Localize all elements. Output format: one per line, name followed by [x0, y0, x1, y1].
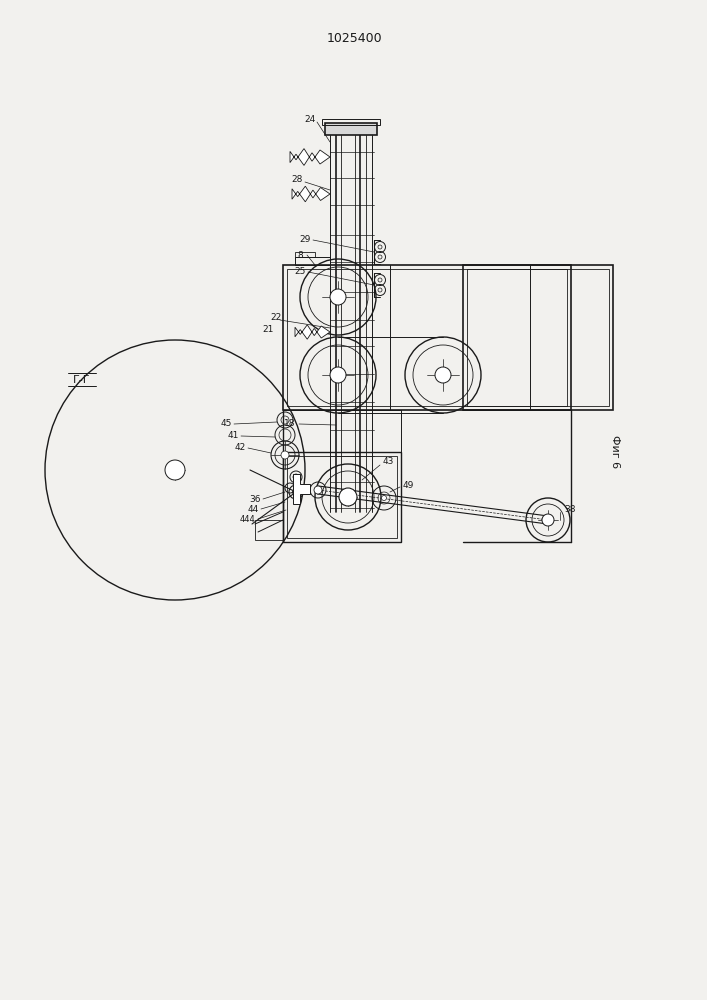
Text: 22: 22: [270, 314, 281, 322]
Text: 43: 43: [382, 458, 394, 466]
Text: 8: 8: [297, 250, 303, 259]
Polygon shape: [295, 325, 330, 339]
Text: 41: 41: [228, 430, 239, 440]
Circle shape: [293, 488, 300, 495]
Bar: [287, 456, 397, 538]
Circle shape: [314, 486, 322, 494]
Circle shape: [339, 488, 357, 506]
Text: 49: 49: [402, 481, 414, 489]
Circle shape: [382, 495, 387, 500]
Bar: [463, 265, 613, 410]
Circle shape: [330, 367, 346, 383]
Text: 45: 45: [221, 418, 232, 428]
Text: 18: 18: [284, 420, 296, 428]
Bar: [295, 257, 330, 265]
Text: 1025400: 1025400: [326, 31, 382, 44]
Circle shape: [281, 451, 289, 459]
Text: Г-Г: Г-Г: [74, 375, 90, 385]
Text: Фиг 6: Фиг 6: [610, 435, 620, 469]
Circle shape: [435, 367, 451, 383]
Bar: [467, 269, 609, 406]
Polygon shape: [292, 186, 330, 202]
Bar: [322, 119, 380, 125]
Text: 42: 42: [235, 442, 245, 452]
Bar: [287, 269, 567, 406]
Circle shape: [293, 474, 299, 480]
Bar: [295, 252, 315, 257]
Polygon shape: [290, 149, 330, 165]
Text: 28: 28: [291, 176, 303, 184]
Bar: [283, 265, 571, 410]
Text: 44: 44: [247, 506, 259, 514]
Circle shape: [542, 514, 554, 526]
Text: 36: 36: [250, 495, 261, 504]
Bar: [325, 123, 377, 135]
Text: 38: 38: [564, 506, 575, 514]
Bar: [283, 452, 401, 542]
Text: 24: 24: [305, 115, 315, 124]
Text: 25: 25: [294, 267, 305, 276]
Circle shape: [330, 289, 346, 305]
Text: 29: 29: [299, 235, 310, 244]
Text: 444: 444: [240, 516, 256, 524]
Circle shape: [165, 460, 185, 480]
Bar: [255, 520, 283, 540]
Polygon shape: [293, 474, 310, 504]
Text: 21: 21: [262, 326, 274, 334]
